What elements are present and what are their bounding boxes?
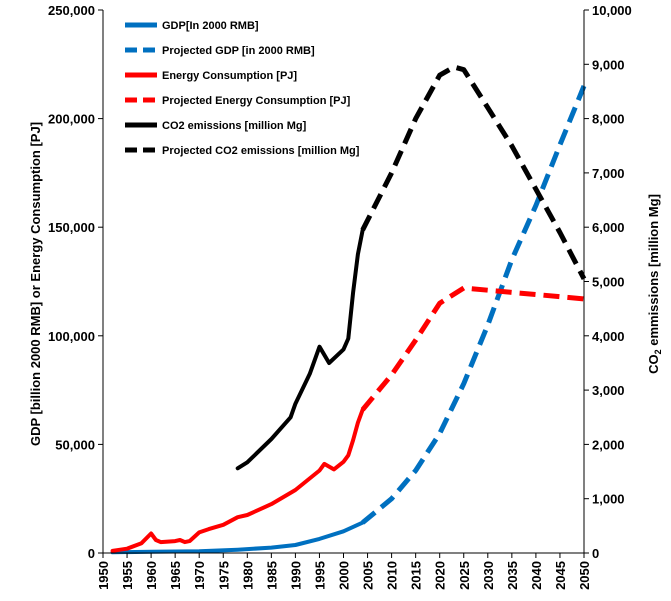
x-tick-label: 2015 (409, 561, 424, 590)
legend-label: CO2 emissions [million Mg] (162, 120, 307, 132)
x-tick-label: 2020 (433, 561, 448, 590)
right-tick-label: 1,000 (592, 492, 625, 507)
x-tick-label: 1965 (168, 561, 183, 590)
right-tick-label: 7,000 (592, 166, 625, 181)
left-axis-title: GDP [billion 2000 RMB] or Energy Consump… (28, 122, 43, 446)
series-line-2 (110, 407, 365, 553)
x-tick-label: 2050 (577, 561, 592, 590)
series-line-3 (360, 285, 585, 412)
x-tick-label: 1970 (192, 561, 207, 590)
x-tick-label: 2005 (361, 561, 376, 590)
plot-lines (110, 64, 587, 555)
x-tick-label: 2040 (529, 561, 544, 590)
x-tick-label: 1995 (312, 561, 327, 590)
left-tick-label: 250,000 (48, 3, 95, 18)
left-tick-label: 50,000 (55, 437, 95, 452)
right-tick-label: 6,000 (592, 220, 625, 235)
right-tick-label: 2,000 (592, 437, 625, 452)
left-tick-label: 200,000 (48, 112, 95, 127)
x-tick-label: 1955 (120, 561, 135, 590)
right-tick-label: 4,000 (592, 329, 625, 344)
right-tick-label: 3,000 (592, 383, 625, 398)
series-line-1 (361, 85, 587, 525)
series-line-4 (235, 227, 365, 471)
legend-label: Projected CO2 emissions [million Mg] (162, 145, 360, 157)
left-tick-label: 150,000 (48, 220, 95, 235)
axes: 0 50,000 100,000 150,000 200,000 250,000 0 1,00… (48, 3, 632, 590)
series-line-0 (110, 520, 365, 555)
right-tick-label: 8,000 (592, 112, 625, 127)
right-tick-label: 5,000 (592, 275, 625, 290)
right-tick-label: 9,000 (592, 57, 625, 72)
right-tick-label: 10,000 (592, 3, 632, 18)
left-tick-label: 0 (88, 546, 95, 561)
x-tick-label: 2035 (505, 561, 520, 590)
x-tick-label: 2025 (457, 561, 472, 590)
legend-label: Projected Energy Consumption [PJ] (162, 95, 351, 107)
x-tick-label: 1960 (144, 561, 159, 590)
right-tick-label: 0 (592, 546, 599, 561)
x-tick-label: 1975 (216, 561, 231, 590)
legend: GDP[In 2000 RMB] Projected GDP [in 2000 R… (125, 20, 360, 157)
right-axis-title: CO2 emmissions [million Mg] (646, 194, 663, 374)
x-tick-label: 2045 (553, 561, 568, 590)
x-tick-label: 1990 (288, 561, 303, 590)
series-line-5 (360, 64, 587, 280)
x-tick-label: 1950 (96, 561, 111, 590)
x-tick-label: 1985 (264, 561, 279, 590)
x-tick-label: 1980 (240, 561, 255, 590)
x-tick-label: 2000 (337, 561, 352, 590)
legend-label: GDP[In 2000 RMB] (162, 20, 259, 32)
legend-label: Projected GDP [in 2000 RMB] (162, 45, 315, 57)
left-tick-label: 100,000 (48, 329, 95, 344)
legend-label: Energy Consumption [PJ] (162, 70, 297, 82)
x-tick-label: 2010 (385, 561, 400, 590)
x-tick-label: 2030 (481, 561, 496, 590)
